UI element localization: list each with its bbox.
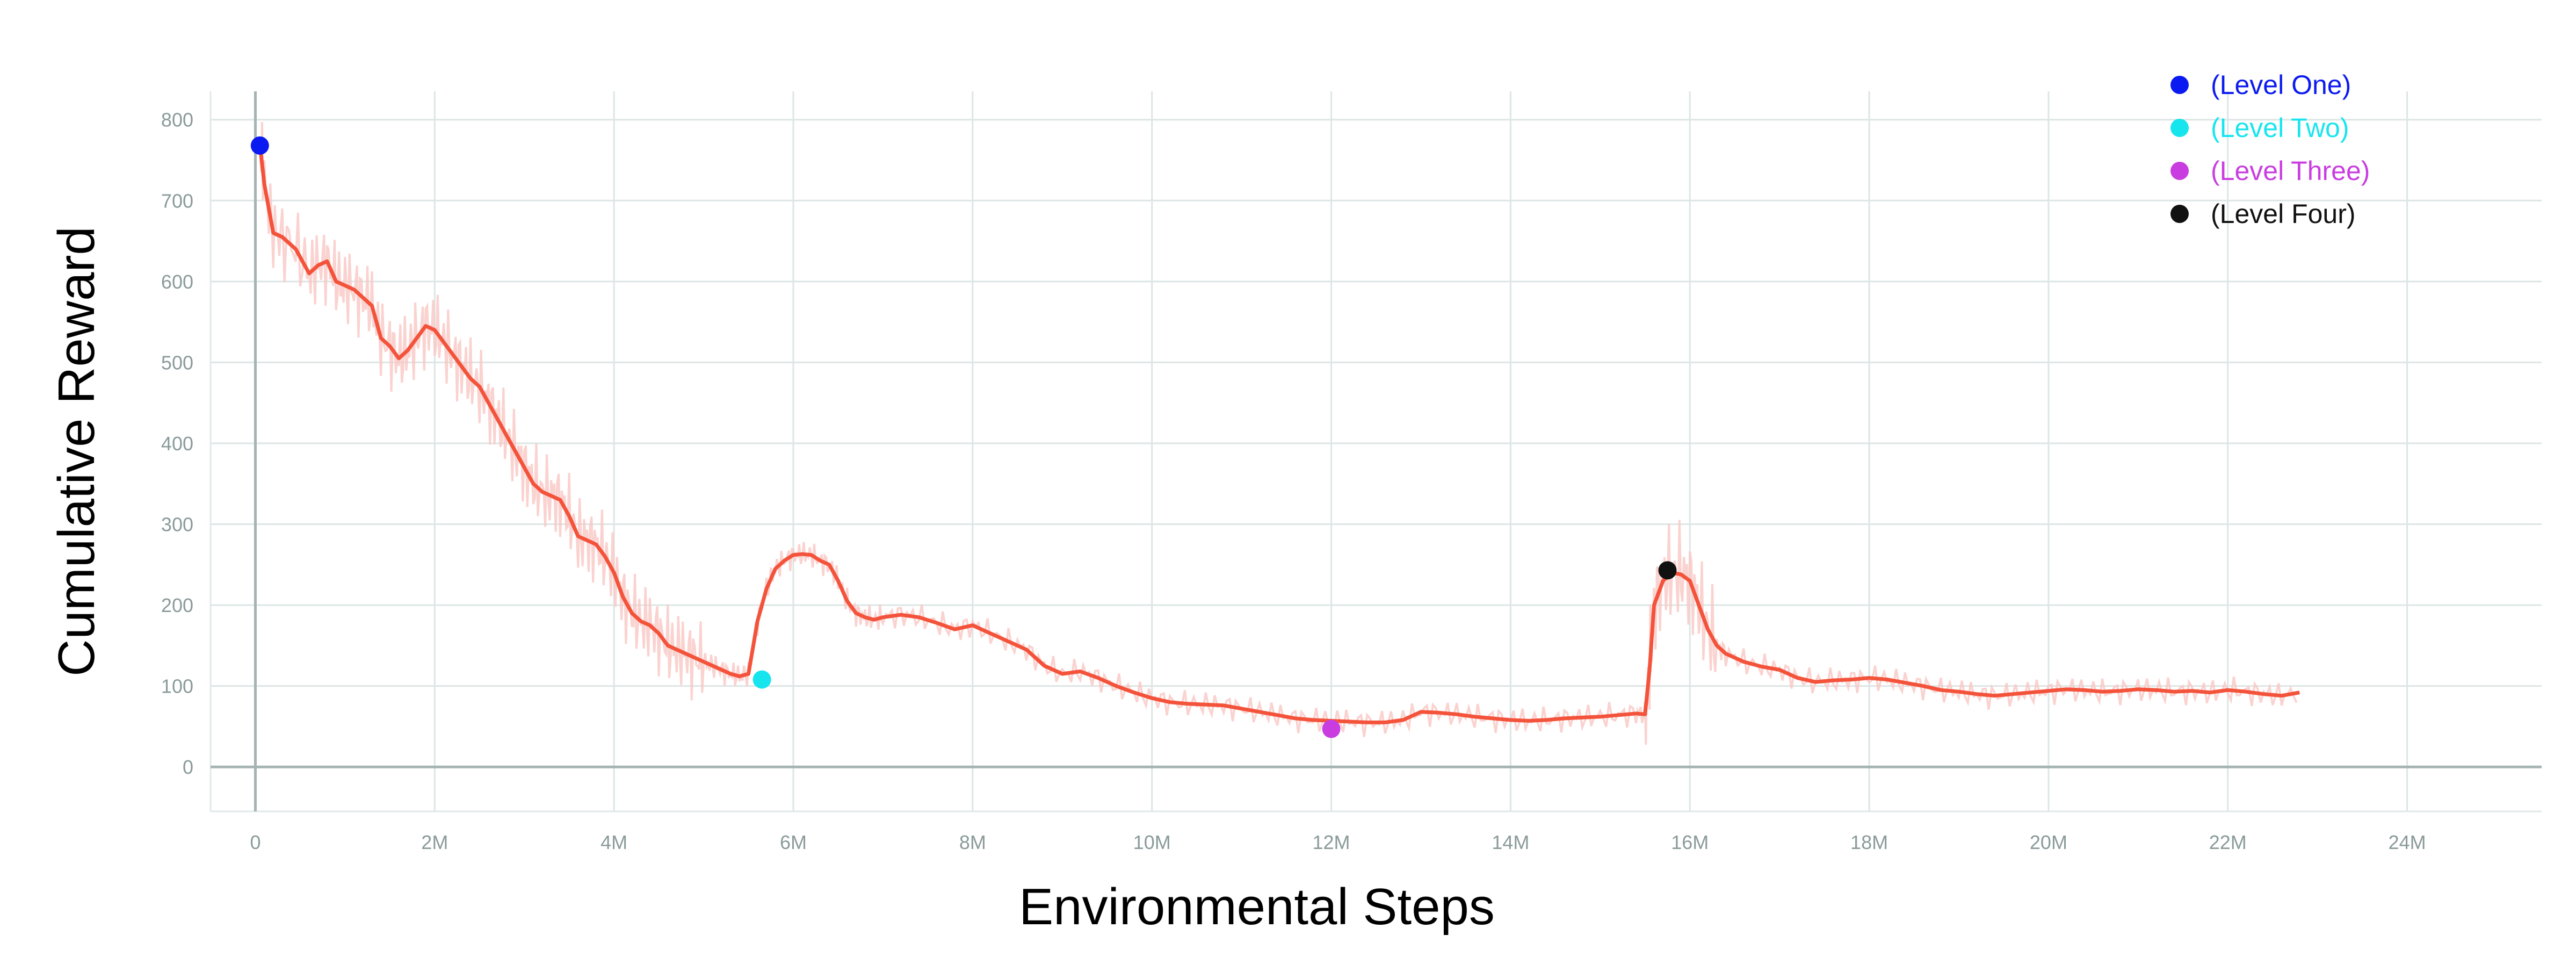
plot-background (211, 91, 2542, 811)
x-tick-label: 8M (959, 831, 986, 853)
marker-layer (250, 136, 1677, 738)
legend: (Level One) (Level Two) (Level Three) (Leve… (2170, 70, 2370, 229)
legend-label: (Level Four) (2211, 199, 2356, 229)
x-tick-label: 12M (1313, 831, 1350, 853)
legend-marker (2170, 205, 2189, 223)
level-marker (250, 136, 269, 155)
y-tick-labels: 0 100 200 300 400 500 600 700 800 (161, 109, 193, 778)
x-tick-label: 4M (600, 831, 627, 853)
x-tick-label: 6M (780, 831, 807, 853)
x-tick-label: 10M (1133, 831, 1171, 853)
x-tick-label: 22M (2209, 831, 2247, 853)
legend-label: (Level Three) (2211, 156, 2370, 186)
legend-marker (2170, 119, 2189, 137)
series-layer (258, 122, 2300, 745)
legend-marker (2170, 76, 2189, 94)
level-marker (752, 670, 771, 689)
level-marker (1658, 561, 1677, 580)
axes (209, 91, 2542, 812)
legend-label: (Level One) (2211, 70, 2351, 100)
y-tick-label: 600 (161, 271, 193, 293)
x-axis-title: Environmental Steps (1019, 878, 1495, 936)
y-tick-label: 400 (161, 433, 193, 455)
x-tick-label: 24M (2389, 831, 2426, 853)
y-tick-label: 100 (161, 675, 193, 697)
x-tick-label: 14M (1492, 831, 1529, 853)
y-tick-label: 0 (183, 756, 193, 778)
series-raw-line (258, 122, 2298, 745)
y-tick-label: 800 (161, 109, 193, 131)
x-tick-label: 2M (421, 831, 448, 853)
x-tick-label: 20M (2030, 831, 2067, 853)
x-tick-label: 16M (1671, 831, 1709, 853)
legend-marker (2170, 162, 2189, 180)
x-tick-labels: 0 2M 4M 6M 8M 10M 12M 14M 16M 18M 20M 22M 24M (250, 831, 2426, 853)
y-axis-title: Cumulative Reward (48, 226, 105, 677)
x-tick-label: 0 (250, 831, 261, 853)
grid (211, 91, 2542, 811)
level-marker (1322, 720, 1341, 738)
series-line (258, 143, 2300, 724)
y-tick-label: 300 (161, 514, 193, 536)
x-tick-label: 18M (1850, 831, 1888, 853)
legend-label: (Level Two) (2211, 113, 2349, 143)
y-tick-label: 500 (161, 351, 193, 373)
y-tick-label: 200 (161, 594, 193, 616)
y-tick-label: 700 (161, 190, 193, 212)
